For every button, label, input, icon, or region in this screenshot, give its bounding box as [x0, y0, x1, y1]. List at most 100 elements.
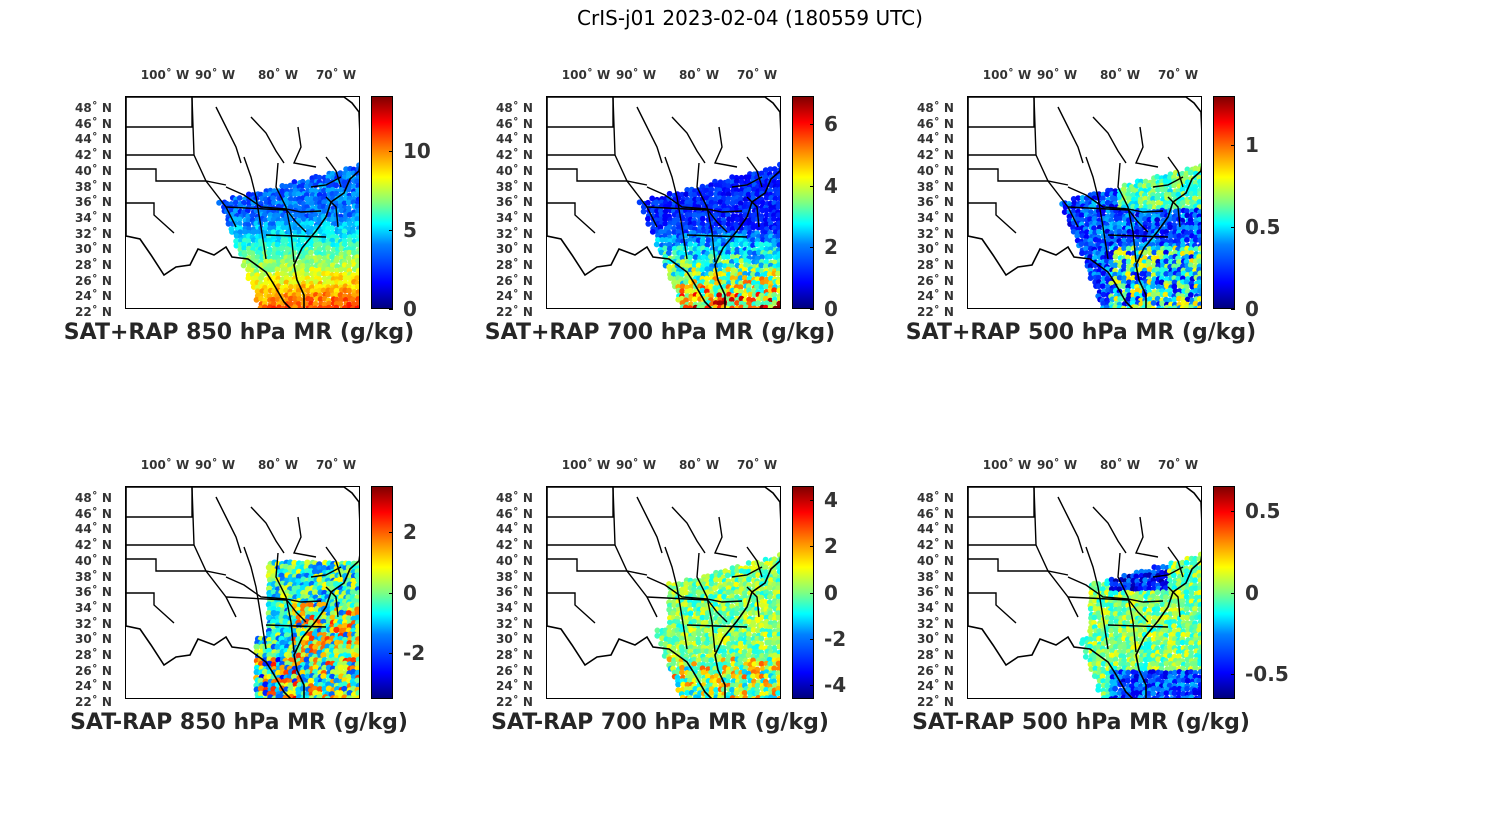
state-border: [325, 196, 339, 228]
lat-tick-label: 22˚ N: [917, 695, 954, 710]
state-border: [1033, 97, 1079, 228]
lat-tick-label: 26˚ N: [75, 273, 112, 288]
state-border: [1107, 624, 1169, 628]
lat-tick-label: 46˚ N: [917, 116, 954, 131]
colorbar-tick-label: 2: [824, 534, 838, 559]
lat-tick-label: 22˚ N: [496, 305, 533, 320]
state-border: [646, 186, 743, 213]
colorbar-tick-mark: [810, 499, 814, 501]
panel-title: SAT-RAP 700 hPa MR (g/kg): [491, 710, 829, 735]
lat-tick-label: 44˚ N: [496, 132, 533, 147]
map-panel-5: 100˚ W 90˚ W 80˚ W 70˚ W 48˚ N 46˚ N 44˚ N 42˚ …: [450, 436, 870, 736]
colorbar-tick-mark: [810, 247, 814, 249]
state-border: [1092, 506, 1127, 554]
state-border: [646, 206, 708, 211]
state-border: [1085, 546, 1109, 650]
state-border: [1085, 156, 1109, 260]
state-border: [686, 234, 748, 238]
state-border: [686, 624, 748, 628]
coastline: [968, 487, 1201, 698]
lat-tick-label: 24˚ N: [75, 289, 112, 304]
state-border: [547, 487, 614, 518]
colorbar-tick-label: -4: [824, 673, 847, 698]
lat-tick-label: 48˚ N: [75, 101, 112, 115]
lat-tick-label: 30˚ N: [917, 632, 954, 647]
colorbar-tick-mark: [810, 685, 814, 687]
lat-tick-label: 40˚ N: [917, 163, 954, 178]
colorbar: [1213, 96, 1235, 309]
colorbar-tick-label: 2: [403, 519, 417, 544]
lat-tick-label: 22˚ N: [917, 305, 954, 320]
state-border: [275, 162, 295, 263]
state-border: [1135, 126, 1159, 168]
colorbar-tick-label: 4: [824, 487, 838, 512]
state-border: [731, 176, 763, 188]
map-area: [546, 486, 781, 699]
lat-tick-label: 32˚ N: [496, 226, 533, 241]
panel-title: SAT-RAP 500 hPa MR (g/kg): [912, 710, 1250, 735]
map-area: [967, 96, 1202, 309]
state-border: [325, 156, 342, 188]
lon-tick-label: 100˚ W: [140, 68, 190, 82]
state-border: [126, 487, 193, 518]
state-border: [547, 592, 596, 624]
colorbar-tick-label: 0: [403, 297, 417, 321]
lon-tick-label: 100˚ W: [561, 68, 611, 82]
lat-tick-label: 22˚ N: [75, 305, 112, 320]
map-area: [967, 486, 1202, 699]
lat-tick-label: 28˚ N: [917, 648, 954, 662]
lat-tick-label: 34˚ N: [496, 210, 533, 225]
state-border: [250, 506, 285, 554]
state-border: [547, 558, 648, 576]
state-border: [706, 598, 728, 623]
lat-tick-label: 28˚ N: [496, 648, 533, 662]
lat-tick-label: 22˚ N: [75, 695, 112, 710]
lat-tick-label: 32˚ N: [917, 616, 954, 631]
state-border: [696, 552, 716, 653]
colorbar-tick-label: 0: [403, 580, 417, 605]
state-border: [285, 208, 307, 233]
lat-tick-label: 26˚ N: [496, 273, 533, 288]
lat-tick-label: 48˚ N: [496, 491, 533, 505]
lat-tick-label: 30˚ N: [75, 632, 112, 647]
lat-tick-label: 46˚ N: [75, 116, 112, 131]
state-border: [1167, 196, 1181, 228]
colorbar-tick-mark: [1231, 309, 1235, 310]
lon-tick-label: 90˚ W: [1036, 458, 1078, 472]
state-border: [310, 176, 342, 188]
lat-tick-label: 28˚ N: [75, 648, 112, 662]
state-border: [1033, 487, 1079, 618]
state-border: [731, 566, 763, 578]
lat-tick-label: 26˚ N: [917, 663, 954, 678]
colorbar-tick-label: 4: [824, 173, 838, 198]
lat-tick-label: 36˚ N: [917, 195, 954, 210]
state-border: [1092, 116, 1127, 164]
state-border: [325, 546, 342, 578]
map-svg: [968, 487, 1201, 698]
lon-tick-label: 70˚ W: [1157, 68, 1199, 82]
colorbar-tick-mark: [389, 531, 393, 533]
state-border: [612, 97, 658, 228]
lat-tick-label: 30˚ N: [917, 242, 954, 257]
colorbar-tick-mark: [810, 638, 814, 640]
lat-tick-label: 48˚ N: [496, 101, 533, 115]
lat-tick-label: 44˚ N: [496, 522, 533, 537]
state-border: [225, 206, 287, 211]
panel-title: SAT+RAP 700 hPa MR (g/kg): [484, 320, 836, 345]
lat-tick-label: 48˚ N: [917, 101, 954, 115]
state-border: [265, 624, 327, 628]
figure-title: CrIS-j01 2023-02-04 (180559 UTC): [577, 6, 923, 30]
lat-tick-label: 34˚ N: [496, 600, 533, 615]
colorbar-tick-label: 1: [1245, 133, 1259, 158]
lon-tick-label: 80˚ W: [257, 458, 299, 472]
lat-tick-label: 38˚ N: [496, 569, 533, 584]
lat-tick-label: 30˚ N: [496, 632, 533, 647]
colorbar-tick-mark: [810, 592, 814, 594]
map-panel-3: 100˚ W 90˚ W 80˚ W 70˚ W 48˚ N 46˚ N 44˚ N 42˚ …: [871, 46, 1291, 346]
lat-tick-label: 22˚ N: [496, 695, 533, 710]
state-border: [1067, 186, 1164, 213]
lon-tick-label: 80˚ W: [678, 68, 720, 82]
lat-tick-label: 36˚ N: [496, 585, 533, 600]
state-border: [1152, 566, 1184, 578]
state-border: [1117, 552, 1137, 653]
